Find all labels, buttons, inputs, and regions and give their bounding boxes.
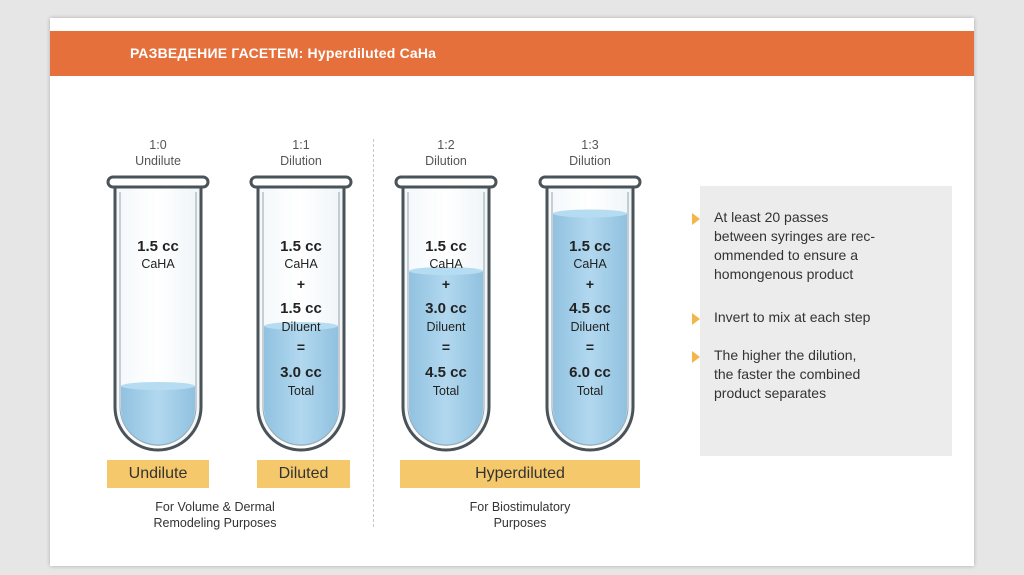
diluent-label: Diluent [281,320,321,334]
equals-sign: = [585,339,595,355]
test-tube-4 [538,175,642,452]
notes-panel: At least 20 passes between syringes are … [692,186,954,456]
tube-rim [106,175,210,189]
equals-sign: = [296,339,306,355]
tube-fluid-surface [121,382,195,390]
tube-ratio: 1:3 [581,138,599,152]
bullet-separation-line-1: The higher the dilution, [714,347,857,363]
bullet-invert: Invert to mix at each step [692,308,954,327]
total-amount: 4.5 cc [425,364,467,381]
tube-fluid [553,213,627,446]
caha-label: CaHA [429,257,463,271]
total-amount: 6.0 cc [569,364,611,381]
bullet-passes-line-2: between syringes are rec- [714,228,876,244]
category-diluted: Diluted [257,460,350,488]
tube-illustration [106,175,642,452]
tube-inner-wall [407,192,485,446]
total-amount: 3.0 cc [280,364,322,381]
test-tube-2 [249,175,353,452]
caha-amount: 1.5 cc [569,238,611,255]
tube-ratio-label: Dilution [569,154,611,168]
tube-fluid-surface [264,322,338,330]
tube-fluid [409,271,483,446]
bullet-passes-line-4: homongenous product [714,266,854,282]
bullet-separation: The higher the dilution, the faster the … [692,346,954,403]
equals-sign: = [441,339,451,355]
tube-fluid-surface [553,209,627,218]
tube-ratio: 1:1 [292,138,310,152]
diluent-amount: 1.5 cc [280,300,322,317]
diluent-amount: 4.5 cc [569,300,611,317]
caha-amount: 1.5 cc [425,238,467,255]
bullet-invert-line-1: Invert to mix at each step [714,309,871,325]
slide: РАЗВЕДЕНИЕ ГАСЕТЕМ: Hyperdiluted CaHa 1:… [50,18,974,566]
tube-ratio: 1:0 [149,138,167,152]
caha-amount: 1.5 cc [137,238,179,255]
bullet-passes-line-3: ommended to ensure a [714,247,858,263]
bullet-marker-icon [692,213,700,225]
test-tube-1 [106,175,210,452]
total-label: Total [576,384,604,398]
caha-label: CaHA [573,257,607,271]
diluent-amount: 3.0 cc [425,300,467,317]
tube-fluid-surface [409,267,483,275]
tube-fluid [121,386,195,446]
purpose-volume-line-2: Remodeling Purposes [153,516,277,530]
tube-inner-wall [262,192,340,446]
title-banner: РАЗВЕДЕНИЕ ГАСЕТЕМ: Hyperdiluted CaHa [50,31,974,76]
purpose-volume: For Volume & Dermal Remodeling Purposes [125,499,305,531]
bullet-marker-icon [692,351,700,363]
purpose-biostim-line-2: Purposes [493,516,547,530]
tube-inner-wall [551,192,629,446]
tube-rim [394,175,498,189]
bullet-separation-line-3: product separates [714,385,827,401]
caha-label: CaHA [141,257,175,271]
total-label: Total [287,384,315,398]
plus-sign: + [441,276,451,292]
tube-rim [538,175,642,189]
bullet-separation-line-2: the faster the combined [714,366,861,382]
diluent-label: Diluent [426,320,466,334]
bullet-passes-line-1: At least 20 passes [714,209,829,225]
category-undilute: Undilute [107,460,209,488]
bullet-passes: At least 20 passes between syringes are … [692,208,954,284]
caha-label: CaHA [284,257,318,271]
plus-sign: + [296,276,306,292]
tube-ratio-label: Undilute [135,154,181,168]
tube-rim [249,175,353,189]
caha-amount: 1.5 cc [280,238,322,255]
test-tube-3 [394,175,498,452]
diluent-label: Diluent [570,320,610,334]
purpose-biostimulatory: For Biostimulatory Purposes [430,499,610,531]
tube-ratio-label: Dilution [280,154,322,168]
tube-inner-wall [119,192,197,446]
purpose-biostim-line-1: For Biostimulatory [469,500,571,514]
purpose-volume-line-1: For Volume & Dermal [155,500,275,514]
tube-fluid [264,326,338,446]
section-divider [373,139,374,527]
slide-title: РАЗВЕДЕНИЕ ГАСЕТЕМ: Hyperdiluted CaHa [130,45,437,61]
plus-sign: + [585,276,595,292]
tube-ratio: 1:2 [437,138,455,152]
total-label: Total [432,384,460,398]
category-hyperdiluted: Hyperdiluted [400,460,640,488]
tube-ratio-label: Dilution [425,154,467,168]
bullet-marker-icon [692,313,700,325]
